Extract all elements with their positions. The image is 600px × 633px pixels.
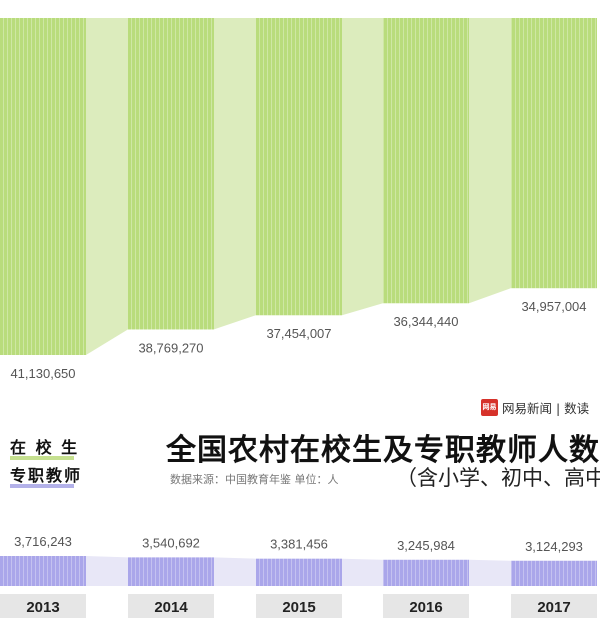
- teacher-bar-2013: [0, 556, 86, 586]
- year-tab-2014: [128, 594, 214, 618]
- student-bar-2014: [128, 18, 214, 330]
- legend-teachers-swatch: [10, 484, 74, 488]
- student-bar-2015: [256, 18, 342, 316]
- teacher-value-label-2015: 3,381,456: [270, 537, 328, 552]
- year-tab-2016: [383, 594, 469, 618]
- teacher-bars: [0, 556, 597, 586]
- legend-students-swatch: [10, 456, 74, 460]
- year-tab-2013: [0, 594, 86, 618]
- teacher-value-label-2017: 3,124,293: [525, 539, 583, 554]
- teacher-value-label-2013: 3,716,243: [14, 534, 72, 549]
- teacher-value-label-2014: 3,540,692: [142, 535, 200, 550]
- teacher-bar-2014: [128, 557, 214, 586]
- teacher-value-labels: 3,716,243 3,540,692 3,381,456 3,245,984 3,12…: [14, 534, 583, 554]
- brand-name: 网易新闻 | 数读: [502, 401, 590, 416]
- year-label-2014: 2014: [154, 599, 188, 616]
- year-label-2017: 2017: [537, 599, 570, 616]
- student-value-label-2013: 41,130,650: [10, 366, 75, 381]
- student-value-labels: 41,130,650 38,769,270 37,454,007 36,344,440…: [10, 299, 586, 381]
- student-bar-2017: [511, 18, 597, 289]
- legend-teachers-label: 专职教师: [10, 466, 83, 485]
- student-value-label-2014: 38,769,270: [138, 340, 203, 355]
- student-value-label-2017: 34,957,004: [521, 299, 586, 314]
- teacher-bar-2017: [511, 560, 597, 586]
- legend-students-label: 在 校 生: [10, 438, 80, 457]
- student-value-label-2016: 36,344,440: [393, 314, 458, 329]
- student-bar-2013: [0, 18, 86, 355]
- student-value-label-2015: 37,454,007: [266, 326, 331, 341]
- year-tab-2017: [511, 594, 597, 618]
- year-axis: 2013 2014 2015 2016 2017: [0, 594, 597, 618]
- year-label-2015: 2015: [282, 599, 315, 616]
- chart-title: 全国农村在校生及专职教师人数: [166, 433, 600, 468]
- year-label-2016: 2016: [409, 599, 442, 616]
- year-tab-2015: [256, 594, 342, 618]
- brand-logo: 网易 网易新闻 | 数读: [481, 398, 589, 417]
- student-bars: [0, 18, 597, 355]
- year-label-2013: 2013: [26, 599, 59, 616]
- student-bar-2016: [383, 18, 469, 304]
- netease-logo-icon: 网易: [481, 399, 498, 416]
- teacher-value-label-2016: 3,245,984: [397, 538, 455, 553]
- data-source-note: 数据来源：中国教育年鉴 单位：人: [170, 473, 339, 486]
- chart-subtitle: （含小学、初中、高中）: [396, 466, 600, 490]
- teacher-bar-2016: [383, 559, 469, 586]
- teacher-bar-2015: [256, 558, 342, 586]
